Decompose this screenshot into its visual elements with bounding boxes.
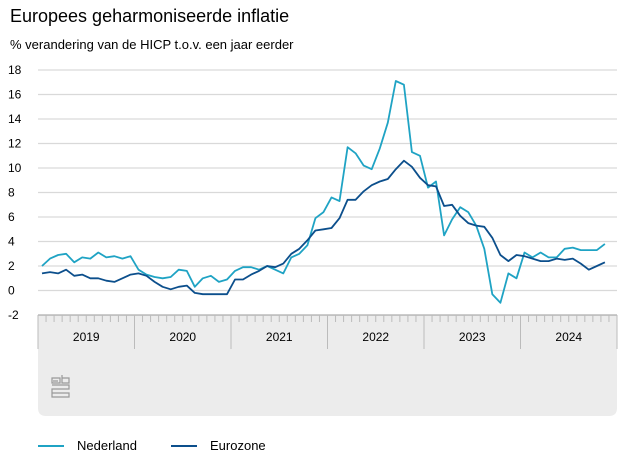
x-year-label: 2022: [362, 330, 389, 344]
x-year-label: 2023: [459, 330, 486, 344]
x-year-label: 2019: [73, 330, 100, 344]
chart-subtitle: % verandering van de HICP t.o.v. een jaa…: [10, 37, 294, 52]
y-tick-label: 6: [8, 210, 15, 224]
y-tick-label: -2: [8, 308, 19, 322]
legend-swatch: [171, 444, 197, 447]
chart-title: Europees geharmoniseerde inflatie: [10, 6, 290, 26]
legend-swatch: [38, 444, 64, 447]
x-year-label: 2021: [266, 330, 293, 344]
series-line-nederland: [41, 80, 606, 304]
cbs-logo: [51, 375, 70, 398]
y-tick-label: 4: [8, 235, 15, 249]
y-tick-label: 14: [8, 112, 22, 126]
legend-item-eurozone[interactable]: Eurozone: [171, 438, 266, 453]
y-tick-label: 10: [8, 161, 22, 175]
x-year-label: 2020: [169, 330, 196, 344]
y-tick-label: 2: [8, 259, 15, 273]
series-line-eurozone: [41, 159, 606, 296]
x-year-label: 2024: [555, 330, 582, 344]
y-tick-label: 8: [8, 186, 15, 200]
legend-item-nederland[interactable]: Nederland: [38, 438, 137, 453]
y-tick-label: 0: [8, 284, 15, 298]
y-tick-label: 16: [8, 88, 22, 102]
legend-label: Nederland: [77, 438, 137, 453]
y-tick-label: 18: [8, 63, 22, 77]
axis-panel: [38, 315, 617, 416]
y-tick-label: 12: [8, 137, 22, 151]
legend: Nederland Eurozone: [38, 438, 266, 453]
legend-label: Eurozone: [210, 438, 266, 453]
